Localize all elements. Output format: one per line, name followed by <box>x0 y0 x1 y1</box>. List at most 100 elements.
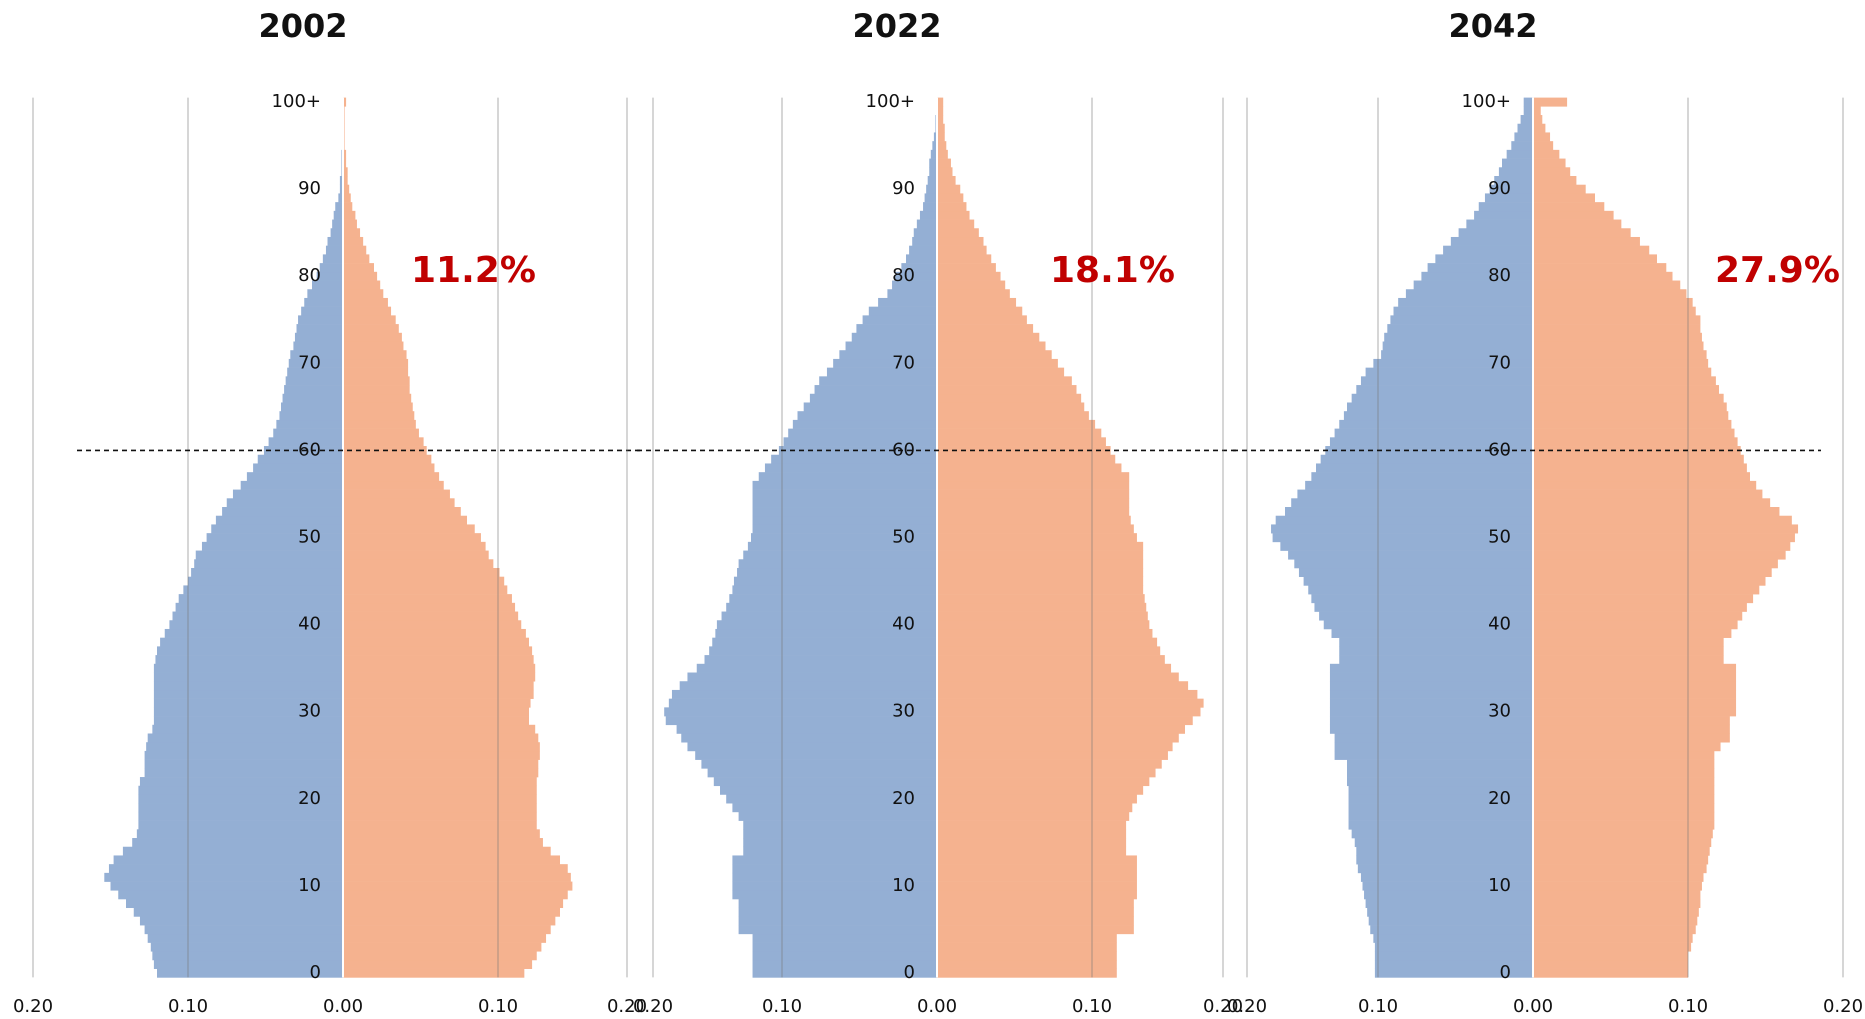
age-bar <box>1297 489 1533 499</box>
age-bar <box>937 811 1130 821</box>
y-tick-label: 60 <box>1488 439 1511 460</box>
age-bar <box>1343 411 1533 421</box>
age-bar <box>1272 533 1533 543</box>
age-bar <box>1533 698 1737 708</box>
age-bar <box>194 559 343 569</box>
age-bar <box>343 855 560 865</box>
age-bar <box>1427 263 1533 273</box>
age-bar <box>1329 681 1533 691</box>
y-tick-label: 60 <box>892 439 915 460</box>
x-tick-label: 0.00 <box>917 996 957 1017</box>
age-bar <box>937 602 1147 612</box>
age-bar <box>1347 768 1533 778</box>
age-bar <box>343 158 347 168</box>
age-bar <box>1334 428 1533 438</box>
age-bar <box>933 132 937 142</box>
age-bar <box>343 968 525 978</box>
age-bar <box>108 864 343 874</box>
y-tick-label: 0 <box>904 962 915 983</box>
age-bar <box>1533 663 1737 673</box>
age-bar <box>343 846 551 856</box>
age-bar <box>1311 594 1533 604</box>
age-bar <box>1348 785 1533 795</box>
age-bar <box>113 855 343 865</box>
age-bar <box>924 193 937 203</box>
age-bar <box>240 480 343 490</box>
age-bar <box>937 141 947 151</box>
age-bar <box>687 672 937 682</box>
age-bar <box>1533 707 1737 717</box>
age-bar <box>333 210 343 220</box>
age-bar <box>1533 916 1698 926</box>
age-bar <box>1533 489 1763 499</box>
age-bar <box>752 959 937 969</box>
age-bar <box>296 324 343 334</box>
age-bar <box>887 289 937 299</box>
age-bar <box>343 306 392 316</box>
age-bar <box>139 777 343 787</box>
age-bar <box>937 167 953 177</box>
age-bar <box>343 367 409 377</box>
age-bar <box>1319 611 1533 621</box>
age-bar <box>743 550 937 560</box>
y-tick-label: 50 <box>892 527 915 548</box>
age-bar <box>1294 559 1533 569</box>
age-bar <box>839 350 937 360</box>
age-bar <box>343 202 353 212</box>
age-bar <box>792 419 937 429</box>
age-bar <box>1533 811 1715 821</box>
age-bar <box>246 472 343 482</box>
age-bar <box>169 620 343 630</box>
age-bar <box>257 454 343 464</box>
age-bar <box>1533 498 1771 508</box>
age-bar <box>937 576 1144 586</box>
age-bar <box>343 219 357 229</box>
y-tick-label: 90 <box>298 178 321 199</box>
age-bar <box>1533 724 1730 734</box>
age-bar <box>343 332 402 342</box>
age-bar <box>1533 158 1566 168</box>
age-bar <box>1339 419 1533 429</box>
age-bar <box>343 480 444 490</box>
age-bar <box>307 289 343 299</box>
age-bar <box>1387 324 1533 334</box>
age-bar <box>138 794 343 804</box>
age-bar <box>1533 759 1715 769</box>
age-bar <box>892 280 937 290</box>
age-bar <box>937 846 1127 856</box>
age-bar <box>937 567 1144 577</box>
age-bar <box>937 515 1131 525</box>
y-tick-label: 80 <box>298 265 321 286</box>
age-bar <box>937 115 944 125</box>
age-bar <box>1514 132 1533 142</box>
age-bar <box>1367 907 1533 917</box>
age-bar <box>743 820 937 830</box>
age-bar <box>1329 672 1533 682</box>
age-bar <box>937 933 1117 943</box>
y-tick-label: 30 <box>892 701 915 722</box>
age-bar <box>1331 628 1533 638</box>
age-bar <box>1533 202 1605 212</box>
age-bar <box>226 498 343 508</box>
age-bar <box>937 507 1130 517</box>
age-bar <box>1303 576 1533 586</box>
age-bar <box>253 463 343 473</box>
age-bar <box>273 428 343 438</box>
age-bar <box>1384 332 1533 342</box>
y-tick-label: 40 <box>298 614 321 635</box>
age-bar <box>1533 324 1701 334</box>
y-tick-label: 20 <box>892 788 915 809</box>
age-bar <box>937 707 1201 717</box>
age-bar <box>126 899 343 909</box>
age-bar <box>343 759 539 769</box>
age-bar <box>1533 628 1732 638</box>
age-bar <box>937 158 951 168</box>
age-bar <box>1533 175 1577 186</box>
age-bar <box>732 803 937 813</box>
age-bar <box>1533 533 1795 543</box>
age-bar <box>1360 376 1533 386</box>
age-bar <box>937 524 1134 534</box>
age-bar <box>1374 951 1533 961</box>
age-bar <box>752 480 937 490</box>
age-bar <box>343 951 537 961</box>
